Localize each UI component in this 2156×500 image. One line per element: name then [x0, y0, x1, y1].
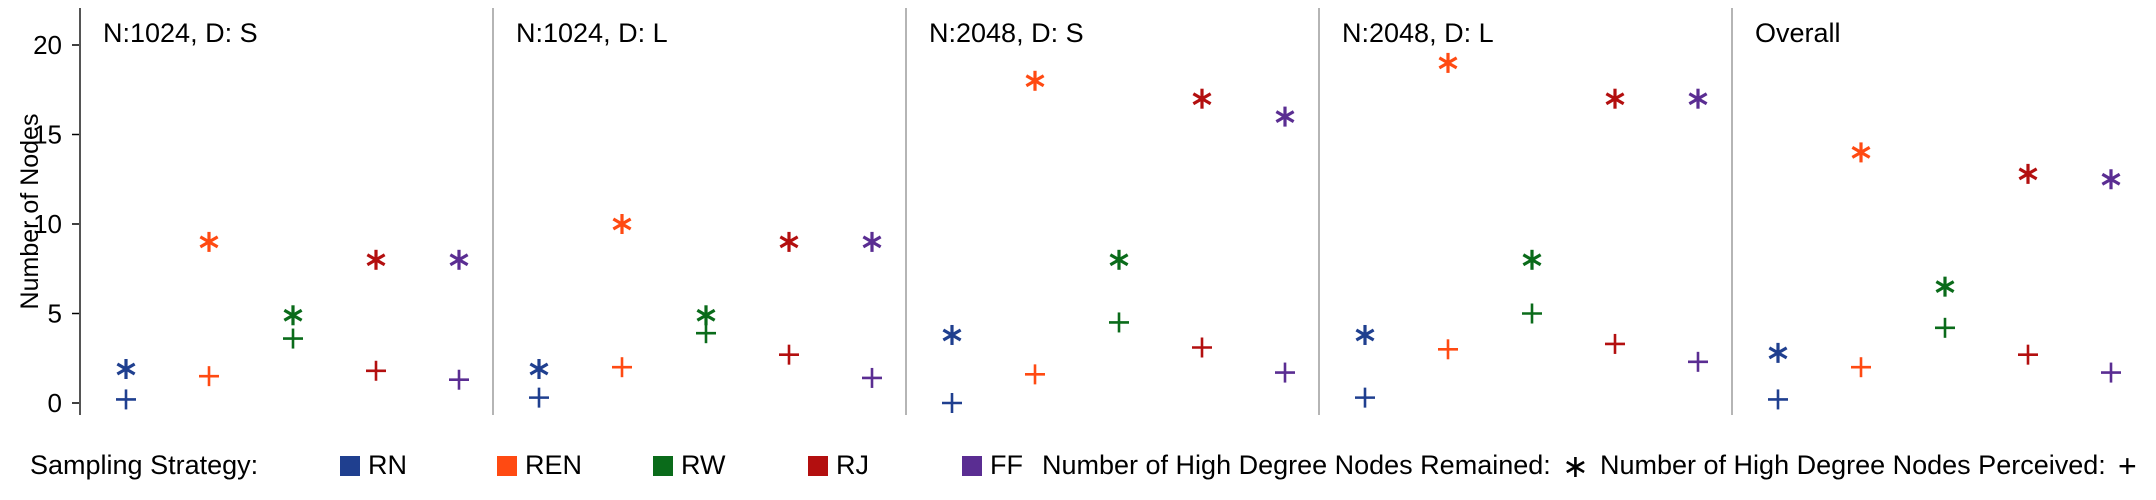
perceived-marker-rj [1605, 333, 1625, 354]
perceived-marker-rw [1935, 317, 1955, 338]
legend-remained-label: Number of High Degree Nodes Remained: [1042, 450, 1551, 480]
perceived-marker-ren [612, 357, 632, 378]
perceived-marker-rw [696, 323, 716, 344]
panel-title: Overall [1755, 18, 1841, 48]
perceived-marker-rn [1355, 387, 1375, 408]
remained-marker-rj [366, 249, 386, 270]
remained-marker-rn [1355, 324, 1375, 345]
y-axis-label: Number of Nodes [16, 114, 44, 310]
perceived-marker-ff [2101, 362, 2121, 383]
panels: N:1024, D: S N:1024, D: L N:2048, D: S N:20… [103, 8, 1841, 415]
remained-marker-rw [1522, 249, 1542, 270]
remained-marker-ff [1275, 106, 1295, 127]
perceived-marker-ff [449, 369, 469, 390]
legend-item-rj: RJ [836, 450, 869, 480]
legend-swatch-ren [497, 456, 517, 476]
perceived-marker-ren [1025, 364, 1045, 385]
legend-swatch-rn [340, 456, 360, 476]
perceived-marker-ren [199, 366, 219, 387]
remained-marker-rw [696, 305, 716, 326]
remained-marker-ff [1688, 88, 1708, 109]
perceived-marker-rw [283, 328, 303, 349]
legend-item-ff: FF [990, 450, 1023, 480]
perceived-marker-rn [942, 393, 962, 413]
y-tick-label: 15 [33, 120, 62, 150]
remained-marker-rw [283, 305, 303, 326]
legend-swatch-ff [962, 456, 982, 476]
remained-marker-rn [1768, 342, 1788, 363]
perceived-marker-rj [779, 344, 799, 365]
perceived-marker-ff [1688, 351, 1708, 372]
panel-title: N:1024, D: S [103, 18, 258, 48]
legend-item-rw: RW [681, 450, 726, 480]
legend-perceived-label: Number of High Degree Nodes Perceived: [1600, 450, 2106, 480]
y-axis: Number of Nodes 0 5 10 15 20 [16, 8, 81, 418]
remained-marker-ren [1438, 52, 1458, 73]
plus-icon: + [2118, 448, 2137, 484]
remained-marker-ff [2101, 169, 2121, 190]
remained-marker-rn [942, 324, 962, 345]
y-tick-label: 10 [33, 209, 62, 239]
remained-marker-ren [612, 214, 632, 234]
data-marks [116, 52, 2121, 413]
panel-title: N:2048, D: S [929, 18, 1084, 48]
legend-item-ren: REN [525, 450, 583, 480]
legend-swatch-rw [653, 456, 673, 476]
perceived-marker-rn [1768, 389, 1788, 410]
remained-marker-ff [449, 249, 469, 270]
legend-item-rn: RN [368, 450, 407, 480]
perceived-marker-ren [1438, 339, 1458, 360]
remained-marker-ren [1025, 70, 1045, 91]
asterisk-icon: ∗ [1562, 448, 1589, 484]
perceived-marker-rw [1522, 303, 1542, 324]
remained-marker-ff [862, 231, 882, 252]
legend-sampling-label: Sampling Strategy: [30, 450, 259, 480]
perceived-marker-ff [1275, 362, 1295, 383]
remained-marker-rn [116, 358, 136, 379]
perceived-marker-ff [862, 367, 882, 388]
legend-swatch-rj [808, 456, 828, 476]
remained-marker-ren [1851, 142, 1871, 163]
panel-title: N:1024, D: L [516, 18, 668, 48]
y-tick-label: 0 [48, 388, 62, 418]
remained-marker-rn [529, 358, 549, 379]
remained-marker-rj [1192, 88, 1212, 109]
remained-marker-ren [199, 231, 219, 252]
panel-title: N:2048, D: L [1342, 18, 1494, 48]
remained-marker-rj [2018, 163, 2038, 184]
y-tick-label: 20 [33, 30, 62, 60]
perceived-marker-rn [116, 389, 136, 410]
perceived-marker-ren [1851, 357, 1871, 378]
remained-marker-rj [1605, 88, 1625, 109]
remained-marker-rj [779, 231, 799, 252]
perceived-marker-rj [2018, 344, 2038, 365]
remained-marker-rw [1109, 249, 1129, 270]
perceived-marker-rn [529, 387, 549, 408]
perceived-marker-rj [366, 360, 386, 381]
remained-marker-rw [1935, 276, 1955, 297]
perceived-marker-rw [1109, 312, 1129, 333]
legend: Sampling Strategy: RN REN RW RJ FF Numbe… [0, 440, 2156, 490]
perceived-marker-rj [1192, 337, 1212, 358]
y-tick-label: 5 [48, 299, 62, 329]
